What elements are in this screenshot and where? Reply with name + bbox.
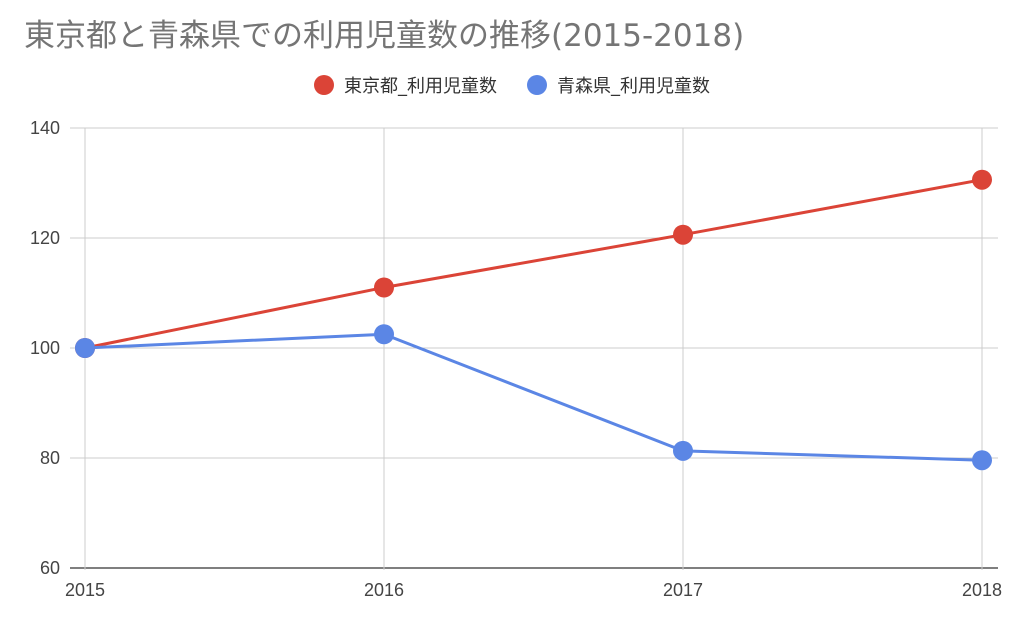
y-tick-label: 100: [30, 338, 60, 358]
x-tick-label: 2017: [663, 580, 703, 600]
series-line-1: [84, 332, 983, 462]
data-point-0-2016: [374, 277, 394, 298]
x-tick-label: 2016: [364, 580, 404, 600]
legend-item-aomori: 青森県_利用児童数: [527, 72, 710, 98]
x-tick-label: 2015: [65, 580, 105, 600]
x-tick-label: 2018: [962, 580, 1002, 600]
legend: 東京都_利用児童数 青森県_利用児童数: [0, 70, 1024, 100]
legend-marker-tokyo: [314, 75, 334, 95]
legend-marker-aomori: [527, 75, 547, 95]
y-tick-label: 80: [40, 448, 60, 468]
chart-title: 東京都と青森県での利用児童数の推移(2015-2018): [24, 18, 745, 54]
series-line-0: [84, 178, 983, 350]
y-tick-label: 120: [30, 228, 60, 248]
legend-label-aomori: 青森県_利用児童数: [557, 76, 710, 97]
legend-item-tokyo: 東京都_利用児童数: [314, 72, 497, 98]
data-point-1-2016: [374, 324, 394, 345]
y-tick-label: 140: [30, 118, 60, 138]
data-point-1-2015: [75, 338, 95, 358]
data-point-0-2018: [972, 169, 992, 190]
data-point-0-2017: [673, 224, 693, 245]
y-tick-label: 60: [40, 558, 60, 578]
data-point-1-2017: [673, 440, 693, 461]
legend-label-tokyo: 東京都_利用児童数: [344, 76, 497, 97]
data-point-1-2018: [972, 450, 992, 471]
